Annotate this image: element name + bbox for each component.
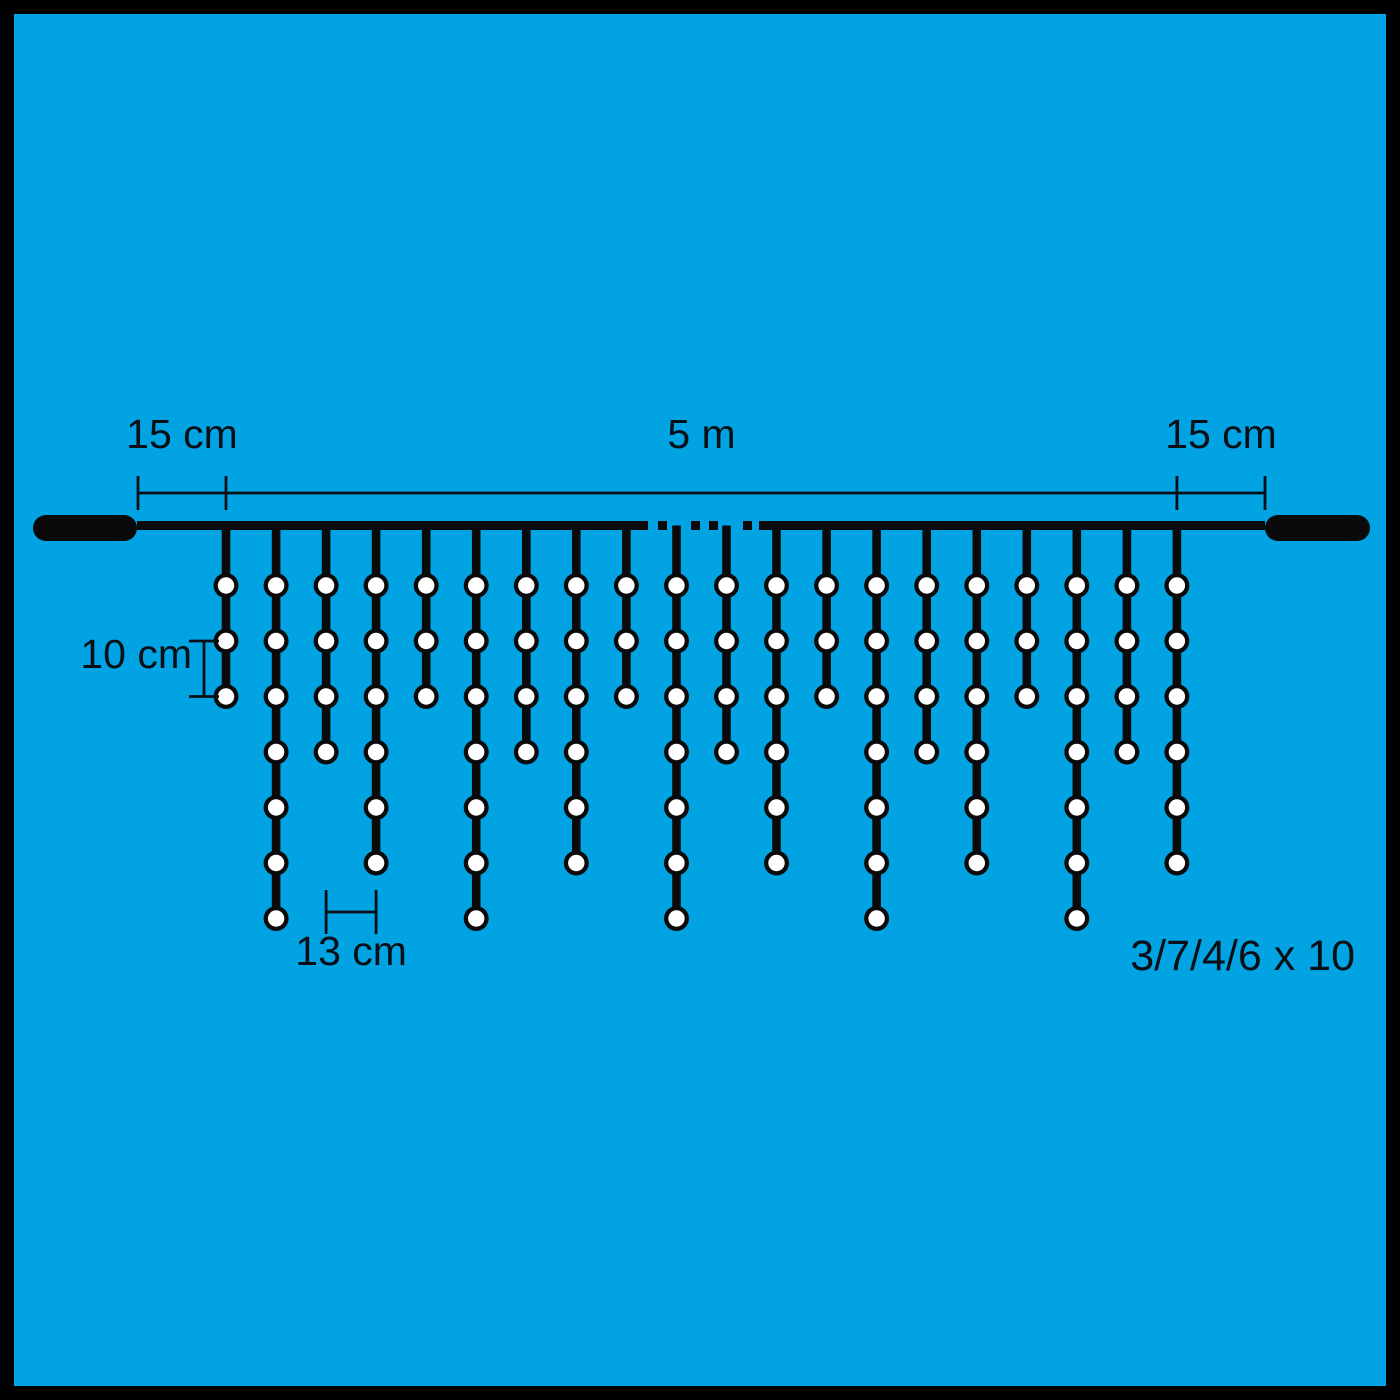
- svg-text:15 cm: 15 cm: [126, 411, 238, 457]
- svg-text:3/7/4/6 x 10: 3/7/4/6 x 10: [1130, 932, 1355, 980]
- svg-text:10 cm: 10 cm: [80, 631, 192, 677]
- svg-text:15 cm: 15 cm: [1165, 411, 1277, 457]
- svg-text:13 cm: 13 cm: [295, 928, 407, 974]
- svg-text:5 m: 5 m: [667, 411, 735, 457]
